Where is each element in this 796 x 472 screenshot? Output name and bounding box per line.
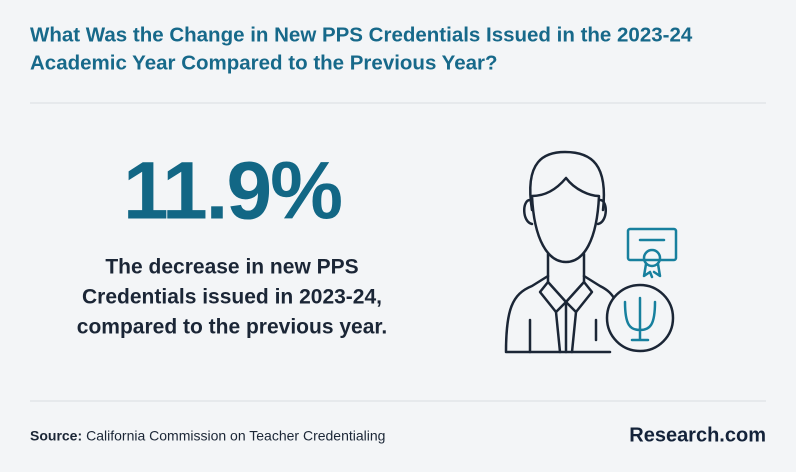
source-label: Source:: [30, 428, 82, 444]
brand: Research.com: [629, 424, 766, 446]
stat-value: 11.9%: [123, 146, 341, 237]
source-text: California Commission on Teacher Credent…: [86, 428, 385, 444]
stat-description: compared to the previous year.: [77, 316, 387, 339]
psychologist-icon: [504, 150, 678, 354]
title-line: What Was the Change in New PPS Credentia…: [30, 23, 693, 46]
stat-description: Credentials issued in 2023-24,: [82, 286, 382, 309]
title-line: Academic Year Compared to the Previous Y…: [30, 51, 498, 74]
stat-description: The decrease in new PPS: [105, 256, 358, 279]
